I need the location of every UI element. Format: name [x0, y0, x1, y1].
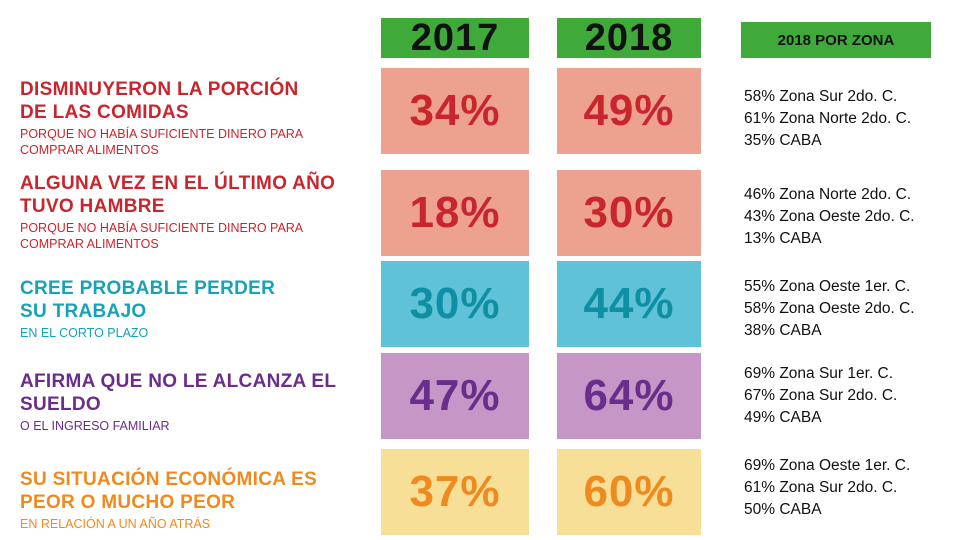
zone-list: 58% Zona Sur 2do. C. 61% Zona Norte 2do. …: [744, 86, 954, 152]
row-subtitle-line: O EL INGRESO FAMILIAR: [20, 419, 170, 433]
row-subtitle: EN RELACIÓN A UN AÑO ATRÁS: [20, 516, 372, 532]
value-cell-2018: 60%: [557, 449, 701, 535]
row-title: CREE PROBABLE PERDER SU TRABAJO: [20, 277, 372, 323]
row-label: AFIRMA QUE NO LE ALCANZA EL SUELDO O EL IN…: [20, 370, 372, 434]
value-cell-2017: 30%: [381, 261, 529, 347]
value-cell-2018: 30%: [557, 170, 701, 256]
row-subtitle-line: PORQUE NO HABÍA SUFICIENTE DINERO PARA: [20, 127, 304, 141]
header-2017: 2017: [381, 17, 529, 59]
value-cell-2017: 34%: [381, 68, 529, 154]
value-cell-2017: 37%: [381, 449, 529, 535]
zone-item: 13% CABA: [744, 230, 822, 247]
row-title-line: SUELDO: [20, 394, 101, 415]
zone-item: 58% Zona Oeste 2do. C.: [744, 300, 915, 317]
row-title-line: DE LAS COMIDAS: [20, 102, 189, 123]
row-title-line: DISMINUYERON LA PORCIÓN: [20, 79, 299, 100]
zone-list: 46% Zona Norte 2do. C. 43% Zona Oeste 2do…: [744, 184, 954, 250]
row-title: ALGUNA VEZ EN EL ÚLTIMO AÑO TUVO HAMBRE: [20, 172, 372, 218]
zone-item: 61% Zona Norte 2do. C.: [744, 110, 912, 127]
zone-item: 69% Zona Oeste 1er. C.: [744, 457, 911, 474]
row-title-line: PEOR O MUCHO PEOR: [20, 492, 236, 513]
zone-list: 69% Zona Oeste 1er. C. 61% Zona Sur 2do. …: [744, 455, 954, 521]
row-title-line: SU TRABAJO: [20, 301, 147, 322]
row-title: AFIRMA QUE NO LE ALCANZA EL SUELDO: [20, 370, 372, 416]
zone-item: 49% CABA: [744, 409, 822, 426]
header-2018-por-zona: 2018 POR ZONA: [741, 22, 931, 58]
row-title-line: SU SITUACIÓN ECONÓMICA ES: [20, 469, 318, 490]
row-subtitle: PORQUE NO HABÍA SUFICIENTE DINERO PARA CO…: [20, 126, 372, 158]
zone-item: 38% CABA: [744, 322, 822, 339]
zone-item: 35% CABA: [744, 132, 822, 149]
value-cell-2018: 64%: [557, 353, 701, 439]
value-cell-2017: 18%: [381, 170, 529, 256]
row-title: DISMINUYERON LA PORCIÓN DE LAS COMIDAS: [20, 78, 372, 124]
row-title-line: AFIRMA QUE NO LE ALCANZA EL: [20, 371, 337, 392]
zone-item: 55% Zona Oeste 1er. C.: [744, 278, 911, 295]
zone-item: 69% Zona Sur 1er. C.: [744, 365, 894, 382]
zone-list: 55% Zona Oeste 1er. C. 58% Zona Oeste 2do…: [744, 276, 954, 342]
row-title: SU SITUACIÓN ECONÓMICA ES PEOR O MUCHO PE…: [20, 468, 372, 514]
value-cell-2017: 47%: [381, 353, 529, 439]
row-subtitle: PORQUE NO HABÍA SUFICIENTE DINERO PARA CO…: [20, 220, 372, 252]
row-subtitle: EN EL CORTO PLAZO: [20, 325, 372, 341]
value-cell-2018: 49%: [557, 68, 701, 154]
row-label: ALGUNA VEZ EN EL ÚLTIMO AÑO TUVO HAMBRE PO…: [20, 172, 372, 252]
zone-item: 43% Zona Oeste 2do. C.: [744, 208, 915, 225]
zone-item: 61% Zona Sur 2do. C.: [744, 479, 898, 496]
row-title-line: CREE PROBABLE PERDER: [20, 278, 276, 299]
row-title-line: ALGUNA VEZ EN EL ÚLTIMO AÑO: [20, 173, 336, 194]
row-subtitle-line: EN RELACIÓN A UN AÑO ATRÁS: [20, 517, 211, 531]
zone-item: 58% Zona Sur 2do. C.: [744, 88, 898, 105]
row-label: SU SITUACIÓN ECONÓMICA ES PEOR O MUCHO PE…: [20, 468, 372, 532]
row-subtitle-line: COMPRAR ALIMENTOS: [20, 143, 159, 157]
row-label: CREE PROBABLE PERDER SU TRABAJO EN EL CORT…: [20, 277, 372, 341]
row-subtitle: O EL INGRESO FAMILIAR: [20, 418, 372, 434]
zone-item: 46% Zona Norte 2do. C.: [744, 186, 912, 203]
value-cell-2018: 44%: [557, 261, 701, 347]
row-subtitle-line: COMPRAR ALIMENTOS: [20, 237, 159, 251]
row-label: DISMINUYERON LA PORCIÓN DE LAS COMIDAS POR…: [20, 78, 372, 158]
row-subtitle-line: PORQUE NO HABÍA SUFICIENTE DINERO PARA: [20, 221, 304, 235]
row-title-line: TUVO HAMBRE: [20, 196, 165, 217]
zone-item: 67% Zona Sur 2do. C.: [744, 387, 898, 404]
zone-item: 50% CABA: [744, 501, 822, 518]
row-subtitle-line: EN EL CORTO PLAZO: [20, 326, 149, 340]
header-2018: 2018: [557, 17, 701, 59]
zone-list: 69% Zona Sur 1er. C. 67% Zona Sur 2do. C.…: [744, 363, 954, 429]
